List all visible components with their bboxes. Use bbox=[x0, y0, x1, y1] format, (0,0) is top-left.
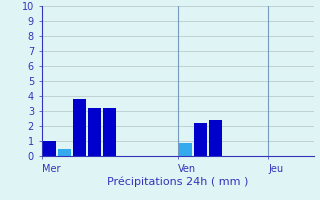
Bar bbox=[73, 99, 86, 156]
Bar bbox=[58, 148, 71, 156]
Bar bbox=[88, 108, 101, 156]
Bar bbox=[209, 120, 222, 156]
Bar bbox=[43, 141, 56, 156]
X-axis label: Précipitations 24h ( mm ): Précipitations 24h ( mm ) bbox=[107, 176, 248, 187]
Bar bbox=[103, 108, 116, 156]
Bar bbox=[179, 142, 192, 156]
Bar bbox=[194, 123, 207, 156]
